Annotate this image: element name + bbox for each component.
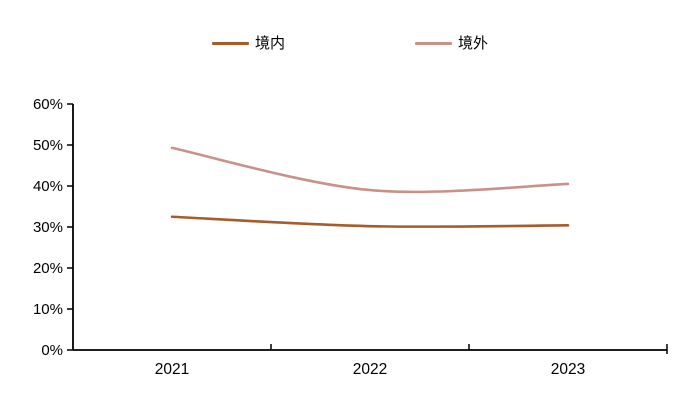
y-axis-tick-label: 0% <box>41 342 63 359</box>
legend-item-overseas: 境外 <box>415 36 488 51</box>
legend-line-swatch-domestic <box>211 41 249 46</box>
legend-label-domestic: 境内 <box>254 35 285 52</box>
y-axis-tick-label: 40% <box>33 178 63 195</box>
chart-legend: 境内 境外 <box>0 36 700 51</box>
y-axis-tick-label: 30% <box>33 219 63 236</box>
y-axis-tick-label: 10% <box>33 301 63 318</box>
y-axis-tick-label: 60% <box>33 96 63 113</box>
legend-item-domestic: 境内 <box>211 35 285 52</box>
line-series-overseas <box>170 146 570 194</box>
x-axis-tick-label: 2021 <box>155 361 189 378</box>
x-axis-tick-label: 2022 <box>353 361 387 378</box>
legend-label-overseas: 境外 <box>458 35 489 52</box>
y-axis-tick-label: 50% <box>33 137 63 154</box>
legend-line-swatch-overseas <box>415 41 452 46</box>
y-axis-tick-label: 20% <box>33 260 63 277</box>
x-axis-tick-label: 2023 <box>551 361 585 378</box>
line-series-domestic <box>170 215 570 228</box>
